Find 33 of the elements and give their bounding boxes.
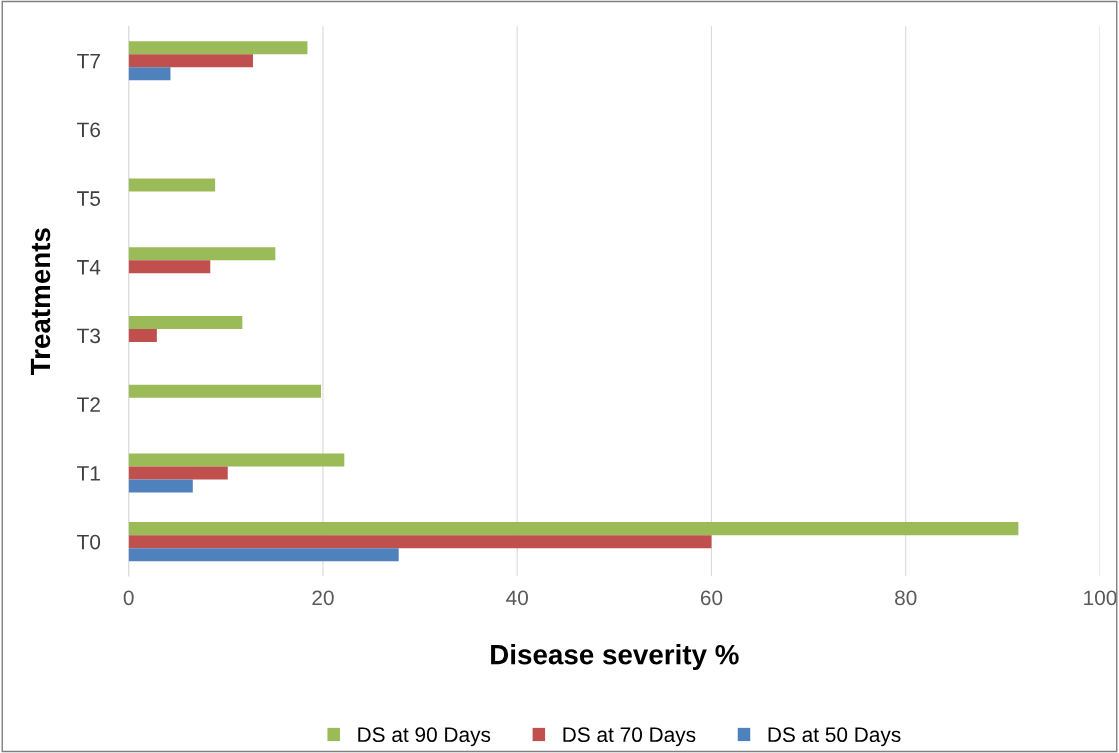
bar xyxy=(128,535,712,549)
y-tick-label: T2 xyxy=(77,397,100,412)
bar xyxy=(128,329,157,343)
bar xyxy=(128,548,399,562)
bar xyxy=(128,54,254,68)
bar xyxy=(128,453,345,467)
x-tick-label: 0 xyxy=(123,590,134,606)
bar xyxy=(128,315,243,330)
y-tick-label: T1 xyxy=(77,466,100,481)
y-tick-label: T5 xyxy=(77,191,101,206)
bar xyxy=(128,466,228,480)
bar xyxy=(128,260,211,274)
x-tick-label: 20 xyxy=(312,590,334,606)
x-axis-title: Disease severity % xyxy=(491,644,739,670)
bar xyxy=(128,41,308,55)
bar xyxy=(128,479,193,493)
y-tick-label: T3 xyxy=(77,328,100,344)
bar xyxy=(128,247,276,261)
legend-label: DS at 70 Days xyxy=(563,727,696,747)
y-tick-label: T6 xyxy=(77,122,100,138)
bar xyxy=(128,384,321,398)
legend-label: DS at 50 Days xyxy=(768,727,901,747)
x-tick-label: 60 xyxy=(700,590,723,606)
y-tick-label: T4 xyxy=(77,260,101,275)
y-axis-title: Treatments xyxy=(30,228,51,375)
bar xyxy=(128,178,216,192)
x-tick-label: 80 xyxy=(895,590,917,606)
y-tick-label: T7 xyxy=(77,53,100,69)
bar xyxy=(128,67,171,81)
bar xyxy=(128,522,1019,536)
legend-label: DS at 90 Days xyxy=(358,727,491,747)
y-tick-label: T0 xyxy=(77,534,101,550)
x-tick-label: 40 xyxy=(506,590,528,606)
